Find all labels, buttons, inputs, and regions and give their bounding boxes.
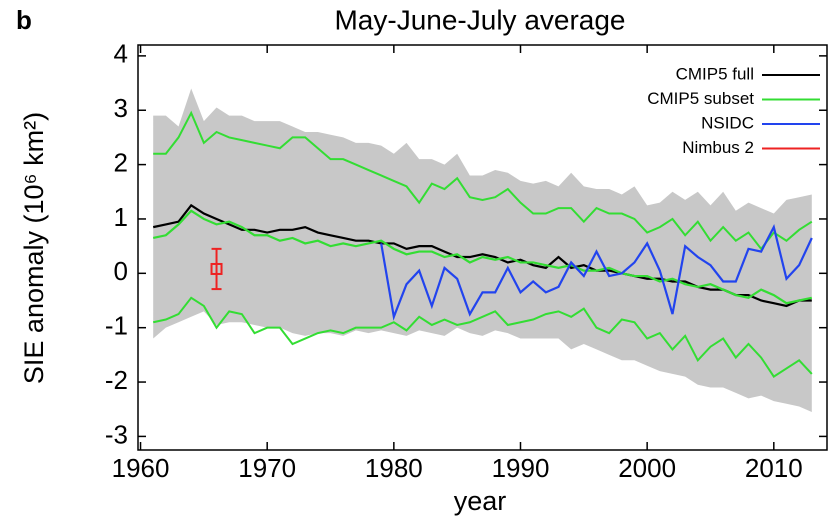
y-axis-label: SIE anomaly (10⁶ km²) bbox=[19, 112, 49, 384]
series-line bbox=[152, 209, 813, 305]
y-tick-label: -1 bbox=[105, 311, 128, 341]
panel-label: b bbox=[16, 5, 32, 35]
plot-frame bbox=[137, 44, 828, 451]
x-tick-label: 1980 bbox=[365, 453, 423, 483]
x-tick-label: 1970 bbox=[238, 453, 296, 483]
y-tick-label: -2 bbox=[105, 365, 128, 395]
legend-label: CMIP5 subset bbox=[647, 89, 754, 108]
x-tick-label: 2010 bbox=[745, 453, 803, 483]
legend-label: NSIDC bbox=[701, 113, 754, 132]
y-tick-label: 1 bbox=[114, 202, 128, 232]
series-line bbox=[380, 224, 813, 321]
subset-range-lower bbox=[152, 296, 813, 378]
legend-label: Nimbus 2 bbox=[682, 138, 754, 157]
y-tick-label: 0 bbox=[114, 256, 128, 286]
point-marker bbox=[210, 262, 223, 275]
spread-band bbox=[153, 88, 812, 412]
chart-title: May-June-July average bbox=[334, 4, 625, 35]
x-tick-label: 1960 bbox=[112, 453, 170, 483]
x-tick-label: 1990 bbox=[492, 453, 550, 483]
y-tick-label: 3 bbox=[114, 93, 128, 123]
subset-range-upper bbox=[153, 110, 813, 251]
legend-label: CMIP5 full bbox=[676, 64, 754, 83]
x-axis-label: year bbox=[454, 486, 507, 516]
y-tick-label: 4 bbox=[114, 39, 128, 69]
series-line bbox=[152, 203, 812, 308]
x-tick-label: 2000 bbox=[618, 453, 676, 483]
y-tick-label: 2 bbox=[114, 147, 128, 177]
y-tick-label: -3 bbox=[105, 419, 128, 449]
